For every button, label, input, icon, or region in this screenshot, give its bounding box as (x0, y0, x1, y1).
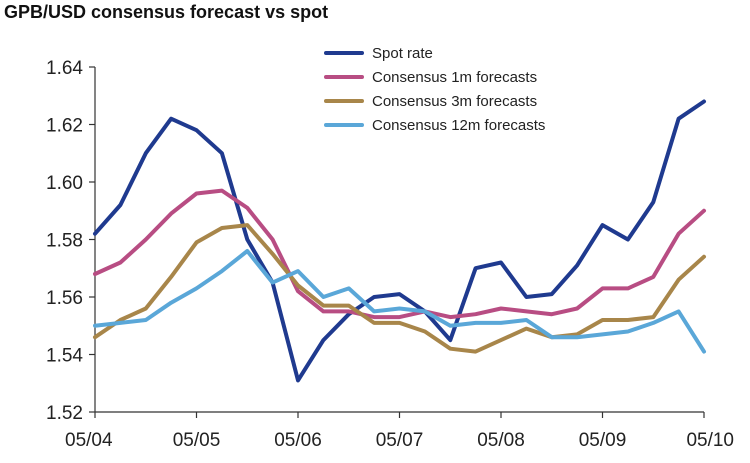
x-tick-label: 05/06 (274, 430, 322, 451)
x-tick-label: 05/04 (65, 430, 113, 451)
y-tick-label: 1.54 (46, 346, 83, 367)
y-tick-label: 1.56 (46, 288, 83, 309)
legend-label-2: Consensus 1m forecasts (372, 69, 537, 86)
chart-axes: 1.52 1.54 1.56 1.58 1.60 1.62 1.64 05/04 05/05 05… (46, 58, 734, 451)
y-tick-label: 1.52 (46, 403, 83, 424)
legend-label-4: Consensus 12m forecasts (372, 117, 545, 134)
y-tick-label: 1.58 (46, 231, 83, 252)
x-tick-label: 05/10 (686, 430, 734, 451)
series-line-4 (93, 249, 706, 354)
series-line-3 (93, 223, 706, 354)
chart-series-lines (93, 99, 706, 383)
series-line-1 (93, 99, 706, 383)
x-tick-label: 05/09 (579, 430, 627, 451)
y-tick-label: 1.62 (46, 116, 83, 137)
chart-legend: Spot rate Consensus 1m forecasts Consensus… (324, 45, 545, 134)
legend-label-1: Spot rate (372, 45, 433, 62)
x-tick-label: 05/05 (173, 430, 221, 451)
chart-title: GPB/USD consensus forecast vs spot (4, 2, 329, 22)
x-tick-label: 05/08 (477, 430, 525, 451)
y-tick-label: 1.60 (46, 173, 83, 194)
series-line-2 (93, 188, 706, 320)
legend-label-3: Consensus 3m forecasts (372, 93, 537, 110)
y-tick-label: 1.64 (46, 58, 83, 79)
x-tick-label: 05/07 (376, 430, 424, 451)
